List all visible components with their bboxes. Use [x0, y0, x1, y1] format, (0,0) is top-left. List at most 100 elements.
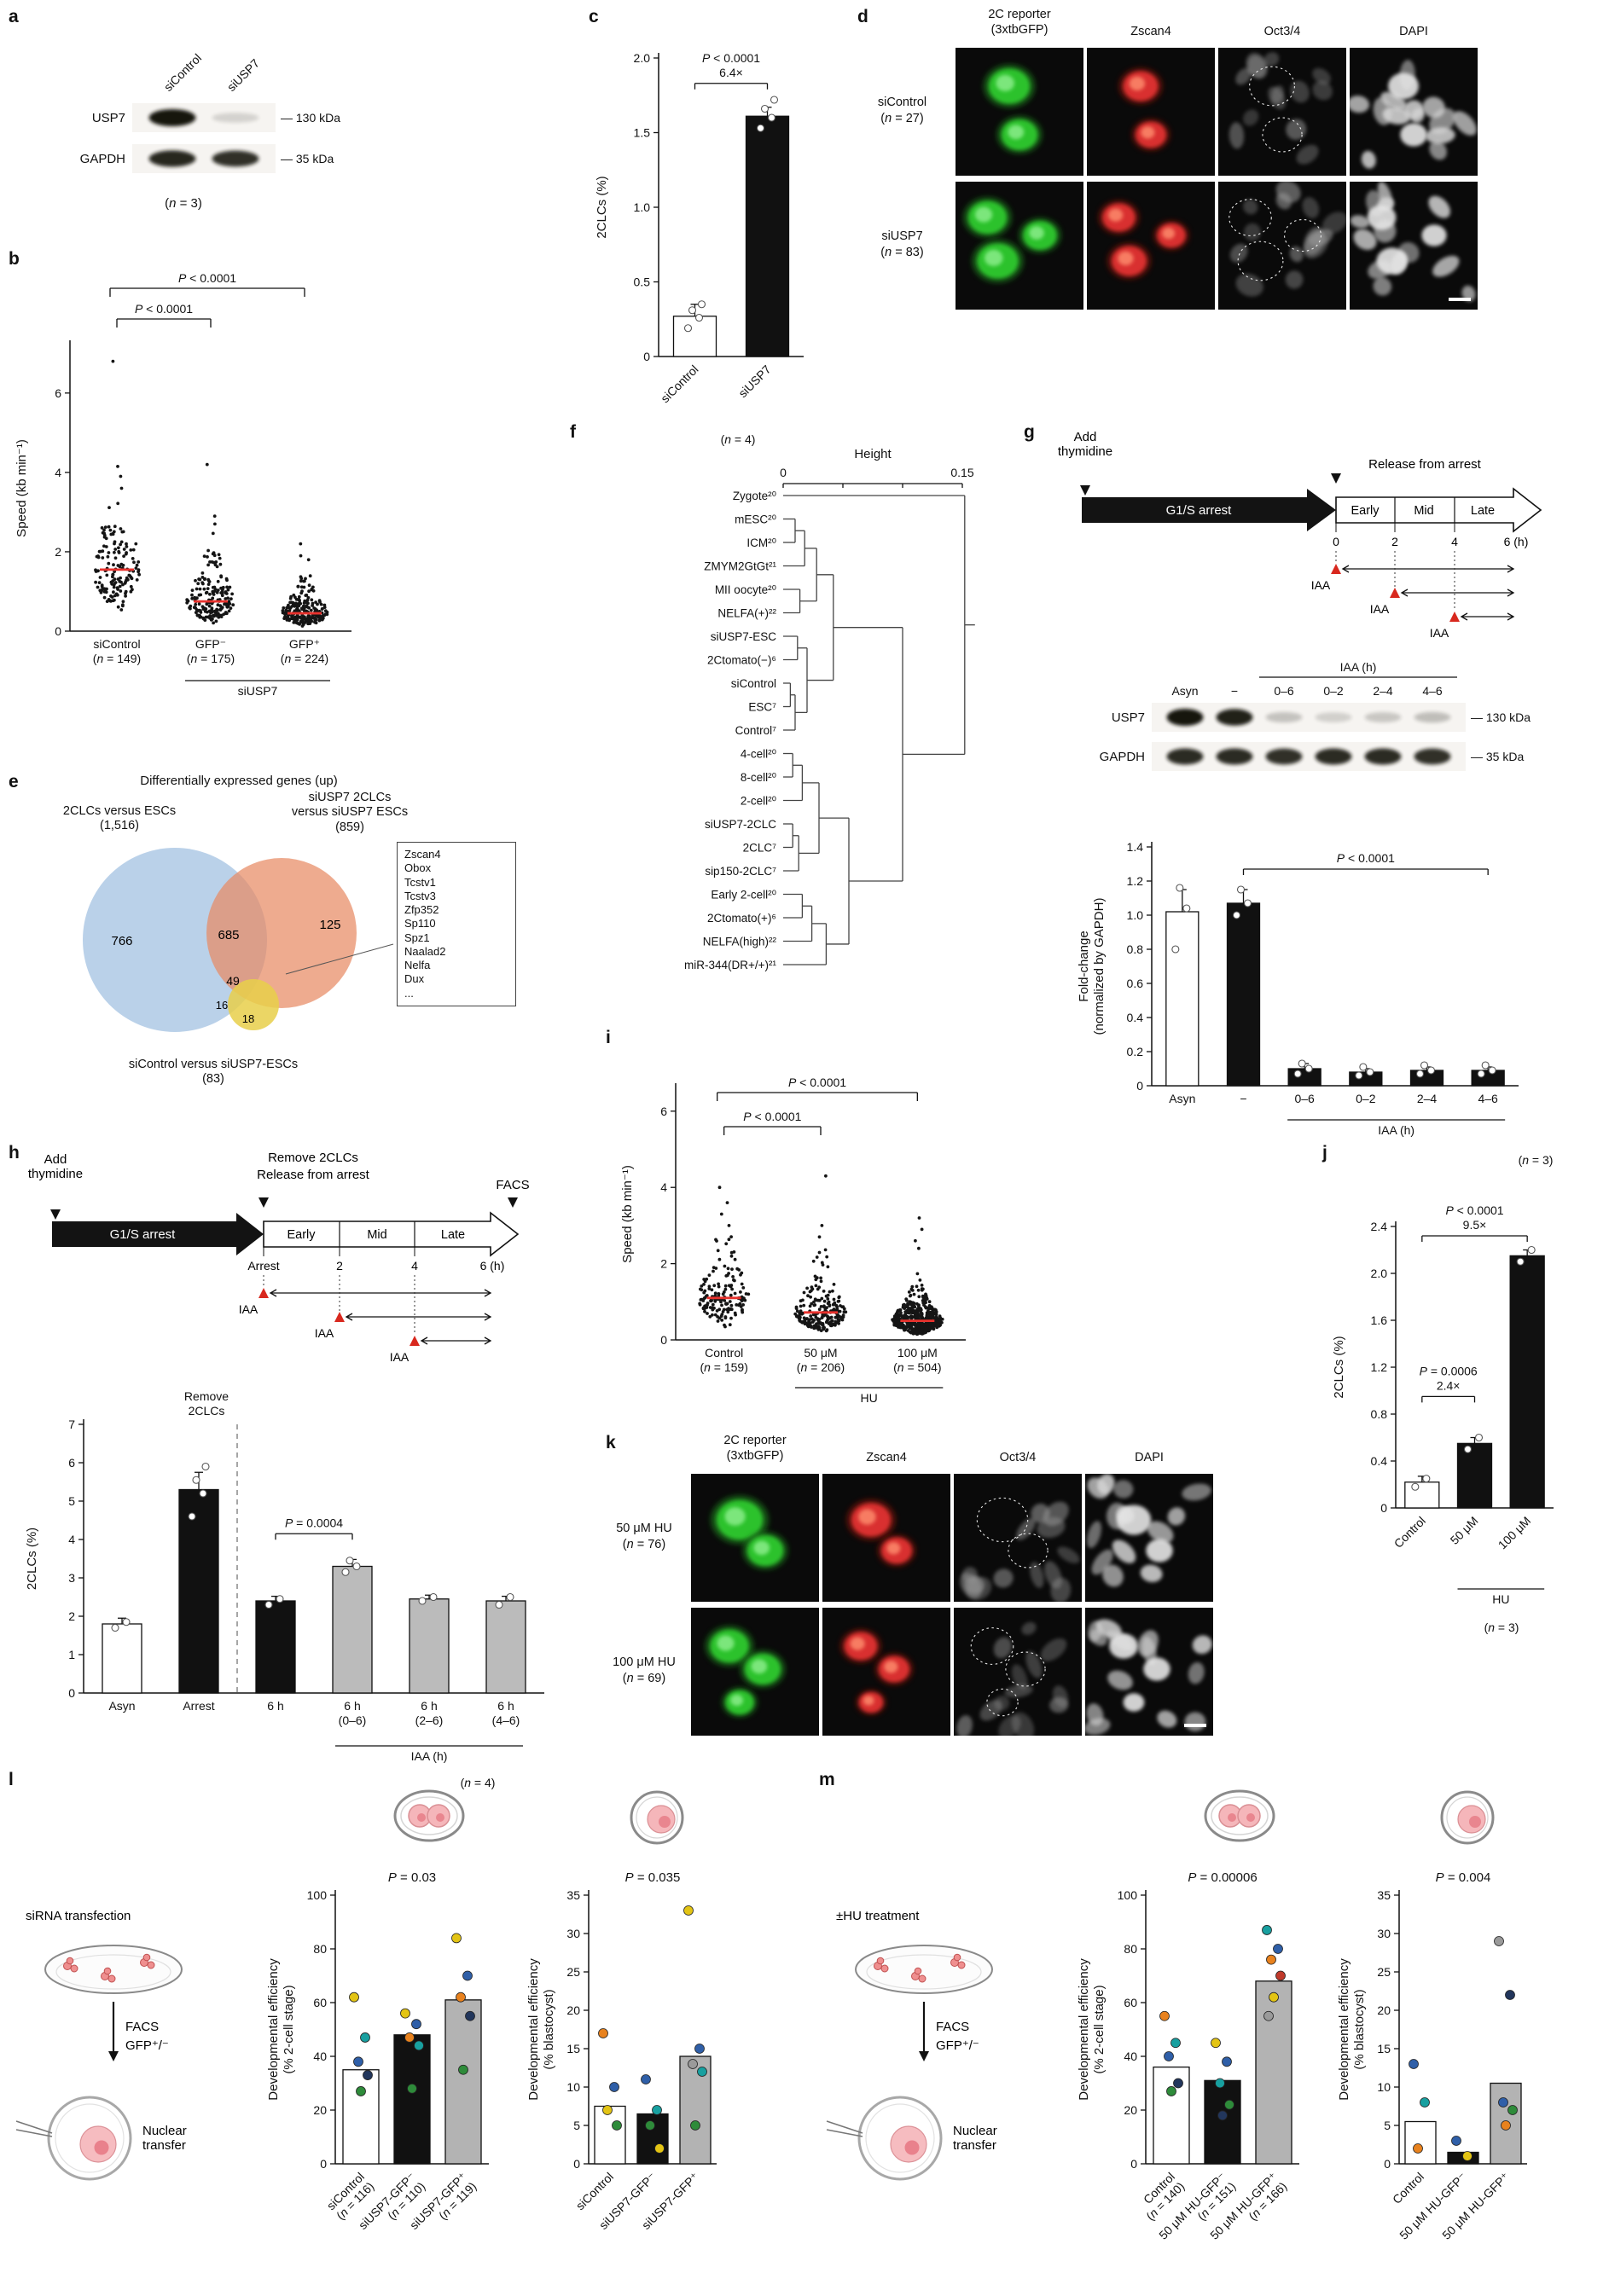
y-tick-label: 0: [68, 1686, 75, 1700]
data-dot: [612, 2120, 622, 2131]
cell-signal-core: [1108, 208, 1124, 222]
nucleus: [1243, 199, 1258, 215]
data-point: [817, 1250, 822, 1255]
data-point: [729, 1316, 733, 1320]
cell-clusters: [63, 1953, 155, 1983]
data-point: [808, 1304, 812, 1308]
nucleus: [993, 1637, 1012, 1659]
data-point: [903, 1313, 907, 1317]
data-point: [920, 1312, 924, 1316]
data-point: [205, 462, 209, 467]
oocyte-inner: [55, 2103, 125, 2173]
data-point: [107, 551, 111, 554]
p-value: P < 0.0001: [1337, 851, 1395, 865]
iaa-triangle-icon: [410, 1336, 420, 1346]
data-point: [811, 1313, 816, 1317]
lane-label: 0–2: [1323, 684, 1344, 698]
y-tick-label: 40: [313, 2050, 327, 2063]
nucleus: [1050, 1577, 1072, 1602]
micro-image-gfp: [956, 182, 1083, 310]
data-point: [817, 1307, 822, 1312]
cell-signal-core: [850, 1637, 865, 1650]
protein-band: [1166, 748, 1204, 765]
y-axis-label: Developmental efficiency(% blastocyst): [1337, 1958, 1367, 2101]
data-point: [822, 1299, 827, 1303]
p-value: P = 0.004: [1436, 1870, 1491, 1885]
y-axis-label: Speed (kb min⁻¹): [620, 1165, 635, 1263]
data-point: [905, 1299, 909, 1302]
x-label: siControl (n = 149): [93, 637, 141, 665]
data-point: [310, 587, 314, 591]
data-point: [719, 1212, 723, 1216]
data-point: [293, 617, 296, 621]
data-point: [297, 604, 301, 608]
data-dot: [495, 1600, 503, 1609]
data-point: [299, 585, 304, 589]
x-label: 100 μM (n = 504): [893, 1346, 941, 1374]
data-dot: [756, 124, 765, 132]
protein-band: [1364, 748, 1402, 765]
data-point: [824, 1329, 828, 1333]
two-cell-embryo-icon: [393, 1789, 465, 1842]
data-point: [919, 1314, 923, 1319]
nucleus: [1400, 123, 1427, 147]
p-value: P < 0.0001: [135, 302, 193, 316]
data-point: [809, 1314, 813, 1318]
data-point: [118, 584, 122, 588]
y-axis-label: Developmental efficiency(% 2-cell stage): [1077, 1958, 1107, 2101]
data-point: [129, 575, 133, 579]
tick-label: 4: [411, 1259, 418, 1273]
data-point: [283, 615, 287, 619]
y-tick-label: 4: [660, 1180, 667, 1194]
data-point: [903, 1303, 907, 1307]
data-point: [919, 1307, 923, 1312]
venn-count-overlap123: 49: [226, 974, 240, 988]
tick-label: 6 (h): [1504, 535, 1529, 548]
data-point: [899, 1311, 903, 1315]
data-point: [907, 1302, 911, 1306]
data-point: [323, 609, 328, 613]
data-point: [120, 530, 125, 534]
bar: [1509, 1255, 1545, 1509]
micro-image-red: [822, 1474, 950, 1602]
data-point: [295, 607, 299, 612]
data-point: [119, 540, 124, 544]
data-point: [307, 589, 311, 594]
data-point: [206, 583, 211, 586]
data-point: [119, 589, 123, 593]
bar: [409, 1598, 450, 1694]
blastocyst-icon: [1440, 1790, 1495, 1845]
data-point: [94, 580, 97, 584]
data-point: [196, 582, 200, 586]
data-point: [124, 594, 128, 598]
data-point: [299, 620, 304, 624]
data-point: [816, 1298, 820, 1302]
cell-signal-core: [724, 1507, 746, 1526]
y-tick-label: 40: [1124, 2050, 1137, 2063]
data-point: [907, 1315, 910, 1319]
data-point: [914, 1238, 917, 1243]
data-dot: [1262, 1925, 1272, 1935]
data-point: [824, 1174, 828, 1178]
data-point: [308, 574, 312, 578]
data-dot: [645, 2120, 655, 2131]
data-point: [303, 579, 306, 583]
leaf-label: siControl: [731, 677, 776, 690]
data-point: [103, 525, 107, 529]
data-point: [703, 1279, 707, 1284]
data-dot: [1474, 1433, 1484, 1442]
y-tick-label: 0.8: [1127, 942, 1144, 956]
data-point: [725, 1201, 729, 1204]
data-point: [200, 581, 205, 584]
data-point: [202, 554, 206, 558]
data-point: [741, 1307, 744, 1312]
y-tick-label: 0: [320, 2157, 327, 2171]
y-axis-label: 2CLCs (%): [1332, 1336, 1346, 1398]
data-point: [109, 580, 113, 584]
remove-2clcs-label: Remove 2CLCs: [268, 1151, 358, 1165]
y-tick-label: 1: [68, 1648, 75, 1661]
foldchange-chart-svg: 0 0.2 0.4 0.6 0.8 1.0 1.2 1.4 Fold-change(normal…: [1077, 840, 1553, 1167]
data-point: [116, 502, 120, 506]
y-tick-label: 0: [1384, 2157, 1391, 2171]
